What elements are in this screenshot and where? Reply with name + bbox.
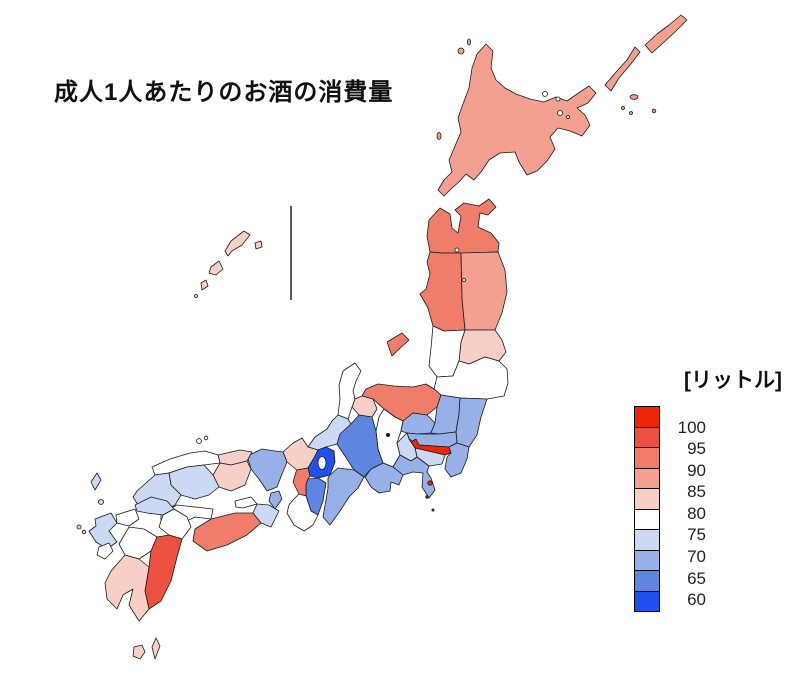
prefecture-mie bbox=[322, 467, 365, 526]
legend-swatch bbox=[634, 549, 660, 571]
legend-swatch bbox=[634, 590, 660, 612]
legend-swatch bbox=[634, 529, 660, 551]
prefecture-saga bbox=[115, 508, 140, 527]
prefecture-aichi bbox=[364, 462, 404, 494]
lake-hokkaido-3 bbox=[557, 110, 563, 116]
prefecture-oita bbox=[158, 508, 192, 540]
island-rebun bbox=[466, 38, 471, 46]
legend-tick-label: 80 bbox=[687, 503, 706, 523]
legend-labels: 100 95 90 85 80 75 70 65 60 bbox=[668, 406, 706, 612]
lake-biwa bbox=[317, 456, 327, 470]
legend-tick-label: 95 bbox=[687, 439, 706, 459]
island-yakushima bbox=[132, 644, 146, 660]
prefecture-kagawa bbox=[234, 496, 258, 509]
legend-tick-label: 75 bbox=[687, 525, 706, 545]
legend-swatch bbox=[634, 426, 660, 448]
island-sado bbox=[386, 332, 410, 357]
lake-towada bbox=[454, 247, 460, 253]
island-iki bbox=[98, 499, 104, 505]
lake-hokkaido-4 bbox=[566, 115, 570, 119]
island-oki-2 bbox=[203, 435, 209, 441]
prefecture-iwate bbox=[460, 251, 508, 331]
island-okinawa-4 bbox=[200, 279, 209, 291]
island-habomai-3 bbox=[651, 108, 657, 114]
island-okinawa-main bbox=[224, 230, 251, 257]
legend-tick-label: 70 bbox=[687, 547, 706, 567]
prefecture-wakayama bbox=[286, 493, 319, 532]
prefecture-osaka bbox=[292, 467, 311, 497]
legend-swatch bbox=[634, 406, 660, 428]
prefecture-hokkaido bbox=[437, 43, 597, 197]
island-tsushima bbox=[90, 472, 102, 491]
prefecture-akita bbox=[419, 251, 466, 332]
legend-swatches bbox=[634, 406, 660, 612]
island-habomai-2 bbox=[629, 111, 633, 115]
island-amakusa bbox=[96, 542, 114, 560]
lake-tazawa bbox=[462, 278, 466, 282]
island-okinawa-3 bbox=[208, 260, 224, 276]
legend-tick-label: 100 bbox=[677, 417, 706, 437]
legend-body: 100 95 90 85 80 75 70 65 60 bbox=[634, 406, 804, 612]
island-kunashiri bbox=[604, 46, 641, 92]
prefecture-chiba bbox=[444, 442, 470, 478]
legend-tick-label: 65 bbox=[687, 568, 706, 588]
legend-swatch bbox=[634, 467, 660, 489]
island-izu-3 bbox=[431, 508, 435, 512]
lake-suwa bbox=[385, 432, 390, 437]
prefecture-ishikawa bbox=[337, 362, 362, 420]
lake-hokkaido-1 bbox=[542, 91, 548, 97]
legend-tick-label: 60 bbox=[687, 590, 706, 610]
island-okushiri bbox=[436, 132, 442, 140]
island-oshima bbox=[427, 480, 433, 486]
legend-swatch bbox=[634, 488, 660, 510]
island-izu-2 bbox=[425, 495, 429, 499]
prefecture-ibaraki bbox=[455, 397, 488, 448]
prefecture-nagasaki bbox=[88, 512, 118, 550]
island-oki-1 bbox=[196, 438, 202, 444]
lake-hokkaido-2 bbox=[555, 96, 561, 102]
legend-tick-label: 85 bbox=[687, 482, 706, 502]
legend-swatch bbox=[634, 508, 660, 530]
island-okinawa-2 bbox=[254, 240, 263, 250]
legend-swatch bbox=[634, 570, 660, 592]
island-rishiri bbox=[457, 47, 465, 55]
prefecture-toyama bbox=[351, 395, 378, 418]
prefecture-aomori bbox=[426, 198, 500, 254]
legend: [リットル] 100 95 90 85 80 75 70 65 60 bbox=[634, 364, 804, 612]
island-shikotan bbox=[629, 94, 639, 100]
island-etorofu bbox=[644, 14, 688, 54]
prefecture-niigata bbox=[361, 383, 442, 422]
prefecture-hyogo bbox=[246, 448, 288, 492]
page-title: 成人1人あたりのお酒の消費量 bbox=[54, 79, 394, 106]
island-habomai-1 bbox=[621, 106, 625, 110]
legend-unit-label: [リットル] bbox=[684, 369, 782, 392]
legend-swatch bbox=[634, 447, 660, 469]
prefecture-miyazaki bbox=[144, 534, 183, 610]
island-goto-2 bbox=[81, 529, 87, 535]
prefecture-kochi bbox=[192, 512, 262, 552]
prefecture-gifu bbox=[336, 414, 384, 478]
island-goto-1 bbox=[76, 524, 82, 530]
legend-tick-label: 90 bbox=[687, 460, 706, 480]
island-okinawa-5 bbox=[194, 294, 198, 298]
prefecture-kagoshima bbox=[104, 554, 150, 622]
prefecture-shizuoka bbox=[392, 454, 436, 499]
island-awaji bbox=[268, 490, 283, 510]
island-tanegashima bbox=[151, 637, 161, 660]
